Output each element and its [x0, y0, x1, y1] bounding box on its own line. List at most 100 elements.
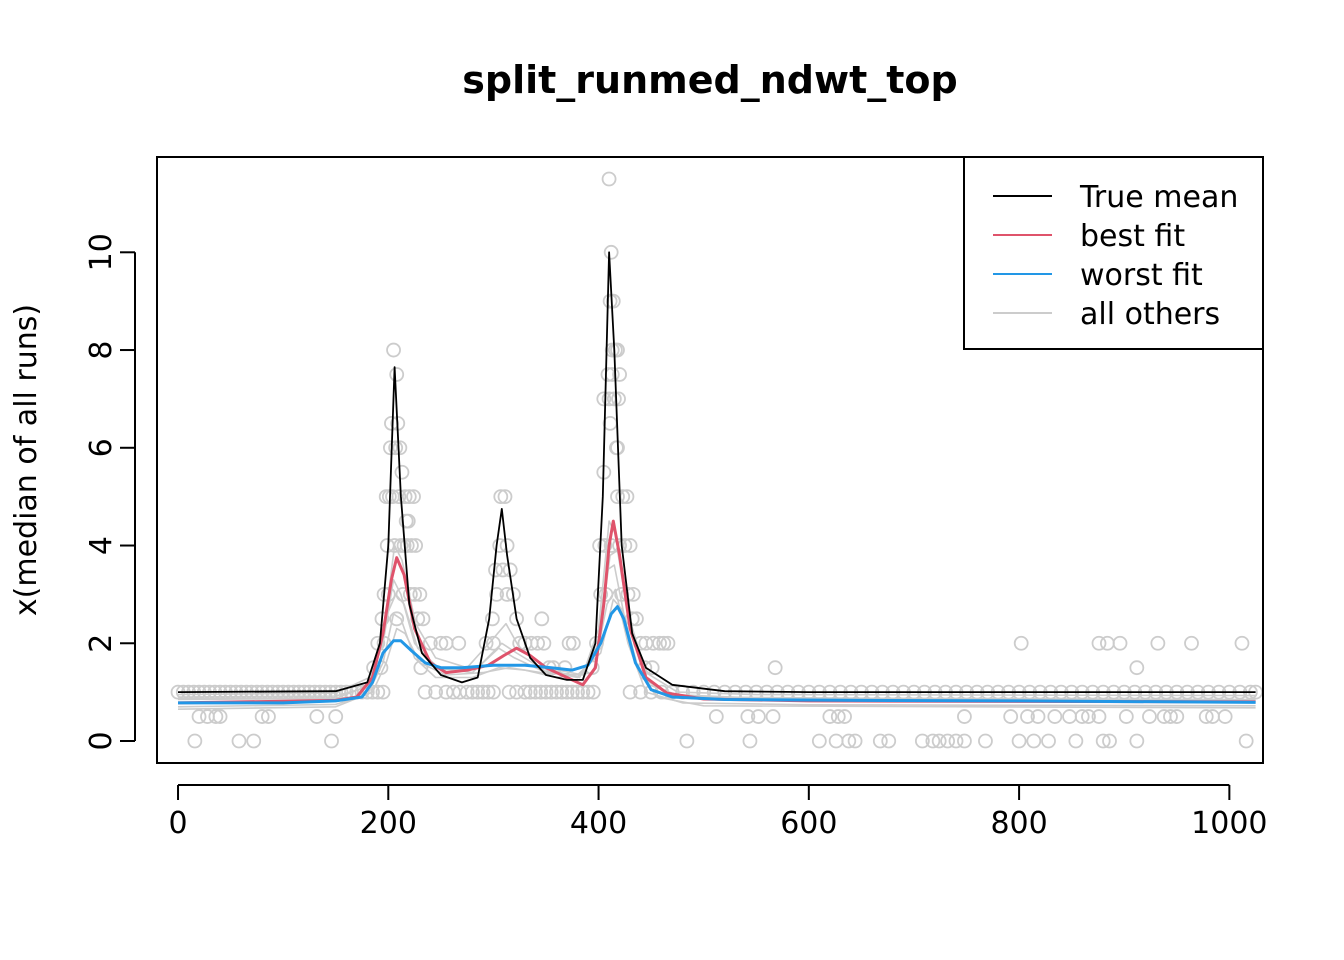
scatter-point [767, 660, 783, 676]
scatter-point [881, 733, 897, 749]
x-tick-label: 400 [570, 806, 627, 841]
scatter-point [931, 733, 947, 749]
y-axis-label: x(median of all runs) [9, 304, 44, 616]
scatter-point [601, 171, 617, 187]
scatter-point [742, 733, 758, 749]
scatter-point [1102, 733, 1117, 749]
scatter-point [1013, 635, 1029, 651]
scatter-point [1217, 709, 1233, 724]
scatter-point [872, 733, 888, 749]
scatter-point [530, 635, 545, 651]
scatter-point [459, 684, 475, 700]
scatter-point [1030, 709, 1046, 724]
scatter-point [1062, 709, 1077, 724]
scatter-point [394, 464, 410, 480]
scatter-point [622, 538, 638, 553]
y-tick-label: 8 [84, 340, 119, 359]
lines-layer [177, 251, 1256, 710]
scatter-point [1020, 709, 1035, 724]
scatter-point [822, 709, 838, 724]
scatter-point [254, 709, 270, 724]
scatter-point [1091, 635, 1107, 651]
scatter-point [847, 733, 863, 749]
scatter-point [497, 489, 513, 505]
x-axis: 0 200 400 600 800 1000 [168, 784, 1268, 841]
legend-label: True mean [1079, 180, 1238, 215]
scatter-point [1003, 709, 1019, 724]
scatter-point [1238, 733, 1254, 749]
scatter-point [397, 489, 413, 505]
scatter-point [645, 635, 661, 651]
scatter-point [1091, 709, 1107, 724]
scatter-point [417, 684, 433, 700]
scatter-point [830, 709, 846, 724]
scatter-point [978, 733, 993, 749]
scatter-point [261, 709, 276, 724]
scatter-point [493, 489, 509, 505]
scatter-point [406, 489, 421, 505]
scatter-point [408, 538, 424, 553]
scatter-point [610, 489, 625, 505]
scatter-point [533, 684, 549, 700]
scatter-point [1068, 733, 1084, 749]
x-tick-label: 800 [990, 806, 1047, 841]
scatter-point [309, 709, 325, 724]
scatter-point [1198, 709, 1214, 724]
scatter-point [1074, 709, 1090, 724]
scatter-point [1129, 733, 1145, 749]
scatter-point [841, 733, 857, 749]
scatter-point [534, 611, 550, 627]
series-line-all-others [177, 549, 1256, 702]
scatter-point [451, 635, 467, 651]
scatter-point [565, 635, 581, 651]
scatter-point [1169, 709, 1185, 724]
scatter-point [543, 684, 559, 700]
series-line-true-mean [177, 251, 1256, 693]
scatter-point [389, 367, 405, 382]
scatter-point [538, 684, 554, 700]
scatter-point [1112, 635, 1128, 651]
scatter-point [940, 733, 956, 749]
scatter-point [470, 684, 486, 700]
scatter-point [708, 709, 724, 724]
scatter-point [1118, 709, 1134, 724]
scatter-point [328, 709, 344, 724]
scatter-point [1100, 635, 1115, 651]
scatter-point [602, 293, 618, 309]
scatter-point [603, 244, 619, 260]
scatter-point [925, 733, 941, 749]
scatter-point [1150, 635, 1166, 651]
scatter-point [610, 342, 625, 358]
scatter-point [391, 489, 407, 505]
scatter-point [570, 684, 585, 700]
scatter-point [811, 733, 827, 749]
scatter-point [464, 684, 480, 700]
scatter-point [382, 440, 398, 456]
scatter-point [528, 684, 543, 700]
y-tick-label: 4 [84, 536, 119, 555]
scatter-point [536, 635, 552, 651]
legend-label: worst fit [1080, 258, 1203, 293]
legend-label: all others [1080, 297, 1220, 332]
scatter-point [1026, 733, 1042, 749]
y-tick-label: 6 [84, 438, 119, 457]
scatter-point [596, 391, 612, 407]
scatter-point [401, 489, 417, 505]
x-tick-label: 1000 [1191, 806, 1267, 841]
scatter-point [489, 586, 504, 602]
scatter-point [612, 367, 627, 382]
scatter-point [1011, 733, 1027, 749]
scatter-point [652, 635, 667, 651]
y-tick-label: 10 [84, 233, 119, 271]
x-tick-label: 0 [168, 806, 187, 841]
scatter-point [324, 733, 339, 749]
scatter-point [622, 684, 638, 700]
scatter-point [549, 684, 564, 700]
scatter-point [400, 513, 416, 529]
scatter-point [375, 684, 391, 700]
scatter-point [392, 440, 408, 456]
legend: True mean best fit worst fit all others [963, 156, 1264, 350]
scatter-point [475, 684, 491, 700]
scatter-point [509, 611, 524, 627]
